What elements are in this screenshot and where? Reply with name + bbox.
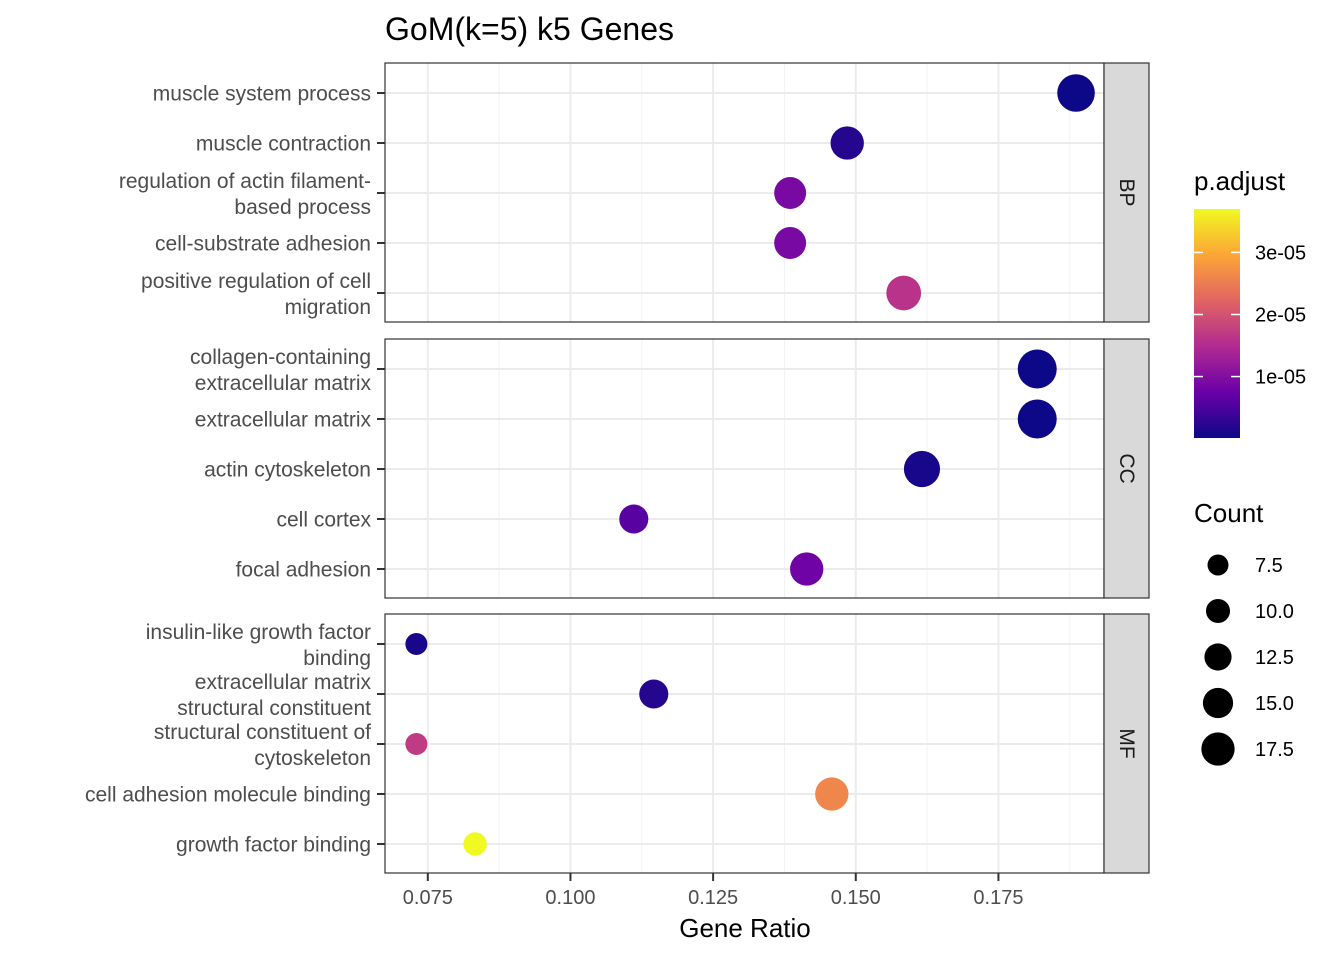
y-tick-label: cell-substrate adhesion xyxy=(155,233,371,256)
y-tick-label: insulin-like growth factor binding xyxy=(146,621,371,670)
y-tick-label-line: structural constituent xyxy=(177,697,371,720)
data-point xyxy=(830,126,864,160)
data-point xyxy=(790,552,824,586)
y-tick-label-line: collagen-containing xyxy=(190,346,371,369)
color-legend-bar xyxy=(1194,209,1240,438)
y-tick-label: collagen-containing extracellular matrix xyxy=(190,346,371,395)
data-point xyxy=(815,777,849,811)
data-point xyxy=(405,733,428,755)
color-legend: p.adjust 1e-05 2e-05 3e-05 xyxy=(1194,166,1306,438)
data-point xyxy=(619,504,649,534)
y-tick-label: regulation of actin filament-based proce… xyxy=(119,170,371,219)
y-tick-label: cell cortex xyxy=(276,509,371,532)
y-tick-label-line: binding xyxy=(303,647,371,670)
facet-strip xyxy=(1103,338,1150,599)
y-tick-label-line: structural constituent of xyxy=(154,721,371,744)
x-tick-label: 0.100 xyxy=(545,887,595,909)
data-point xyxy=(1017,349,1057,389)
data-point xyxy=(639,679,669,709)
y-tick-label-line: positive regulation of cell xyxy=(141,270,371,293)
y-tick-label-line: extracellular matrix xyxy=(195,372,372,395)
x-tick-label: 0.175 xyxy=(973,887,1023,909)
facet-strip xyxy=(1103,613,1150,874)
y-tick-label: muscle system process xyxy=(153,83,371,106)
x-axis-title: Gene Ratio xyxy=(679,913,811,943)
facet-panel-mf: insulin-like growth factor bindingextrace… xyxy=(85,613,1150,874)
data-point xyxy=(903,450,941,488)
size-legend-label: 7.5 xyxy=(1255,555,1283,577)
color-legend-label: 2e-05 xyxy=(1255,305,1306,327)
color-legend-label: 1e-05 xyxy=(1255,367,1306,389)
color-legend-title: p.adjust xyxy=(1194,166,1286,196)
y-tick-label: positive regulation of cell migration xyxy=(141,270,371,319)
y-tick-label-line: regulation of actin filament- xyxy=(119,170,371,193)
data-point xyxy=(774,177,807,209)
facet-panel-cc: collagen-containing extracellular matrix e… xyxy=(190,338,1150,599)
size-legend: Count 7.5 10.0 12.5 15.0 17.5 xyxy=(1194,498,1294,766)
data-point xyxy=(463,832,487,856)
y-tick-label-line: insulin-like growth factor xyxy=(146,621,371,644)
facet-panel-bp: muscle system process muscle contraction r… xyxy=(119,62,1150,323)
color-legend-label: 3e-05 xyxy=(1255,242,1306,264)
size-legend-key xyxy=(1201,732,1235,766)
size-legend-key xyxy=(1204,643,1232,671)
y-tick-label-line: extracellular matrix xyxy=(195,671,372,694)
size-legend-title: Count xyxy=(1194,498,1264,528)
y-tick-label-line: cytoskeleton xyxy=(254,747,371,770)
size-legend-label: 12.5 xyxy=(1255,647,1294,669)
data-point xyxy=(405,633,428,655)
facet-strip-label: CC xyxy=(1115,453,1138,483)
size-legend-label: 10.0 xyxy=(1255,601,1294,623)
facet-strip xyxy=(1103,62,1150,323)
x-tick-label: 0.075 xyxy=(403,887,453,909)
y-tick-label: extracellular matrix xyxy=(195,409,372,432)
size-legend-key xyxy=(1205,598,1231,624)
x-tick-label: 0.150 xyxy=(831,887,881,909)
data-point xyxy=(1017,399,1057,439)
y-tick-label: structural constituent of cytoskeleton xyxy=(154,721,371,770)
y-tick-label-line: migration xyxy=(285,296,371,319)
y-tick-label: cell adhesion molecule binding xyxy=(85,784,371,807)
y-tick-label: extracellular matrix structural constitue… xyxy=(177,671,371,720)
y-tick-label: focal adhesion xyxy=(236,559,371,582)
size-legend-key xyxy=(1202,687,1234,719)
y-tick-label: actin cytoskeleton xyxy=(204,459,371,482)
facet-panels: muscle system process muscle contraction r… xyxy=(85,62,1150,874)
data-point xyxy=(1057,74,1095,112)
chart-title: GoM(k=5) k5 Genes xyxy=(385,11,674,47)
y-tick-label-line: based process xyxy=(234,196,371,219)
facet-strip-label: MF xyxy=(1115,728,1138,758)
size-legend-key xyxy=(1207,554,1229,576)
data-point xyxy=(774,227,807,259)
facet-strip-label: BP xyxy=(1115,178,1138,206)
data-point xyxy=(886,275,922,311)
x-axis: 0.075 0.100 0.125 0.150 0.175 xyxy=(403,873,1023,909)
size-legend-label: 15.0 xyxy=(1255,693,1294,715)
y-tick-label: muscle contraction xyxy=(196,133,371,156)
y-tick-label: growth factor binding xyxy=(176,834,371,857)
x-tick-label: 0.125 xyxy=(688,887,738,909)
size-legend-label: 17.5 xyxy=(1255,739,1294,761)
